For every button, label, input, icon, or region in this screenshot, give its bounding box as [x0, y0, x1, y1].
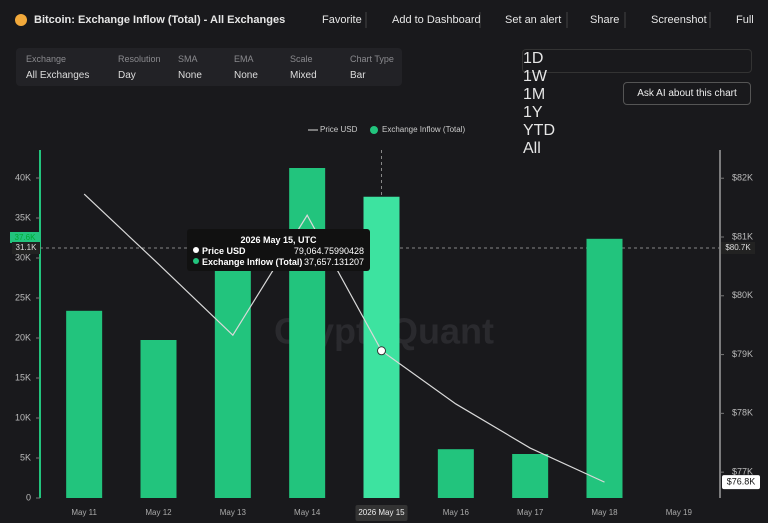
crosshair-y-tag	[12, 242, 40, 254]
crosshair-y2-label: $80.7K	[725, 243, 751, 252]
action[interactable]: Set an alert	[505, 14, 562, 26]
crosshair-y2-tag	[721, 242, 755, 254]
y-tick-label: 5K	[20, 452, 31, 462]
control-value[interactable]: None	[178, 70, 202, 81]
x-tick-label: 2026 May 15	[358, 508, 405, 517]
value-tag	[10, 232, 40, 243]
tooltip-dots	[193, 247, 199, 264]
bar	[214, 262, 251, 498]
controls: Exchange All Exchanges Resolution Day SMA Non…	[16, 48, 402, 86]
control-value[interactable]: All Exchanges	[26, 70, 90, 81]
range-button[interactable]: 1D	[523, 50, 544, 67]
x-tick-label: May 18	[591, 508, 618, 517]
y-tick-label: 10K	[15, 412, 31, 422]
y2-tick-label: $79K	[732, 349, 753, 359]
tooltip-value: 37,657.131207	[303, 257, 364, 267]
range-button[interactable]: YTD	[523, 122, 555, 139]
x-tick-label: May 13	[220, 508, 247, 517]
control-value[interactable]: Bar	[350, 70, 366, 81]
header: Bitcoin: Exchange Inflow (Total) - All E…	[0, 0, 768, 40]
x-tick-label: May 11	[71, 508, 97, 517]
control[interactable]: Chart Type Bar	[350, 54, 394, 81]
tooltip: 2026 May 15, UTC Price USD 79,064.759904…	[187, 229, 370, 271]
control-value[interactable]: Day	[118, 70, 136, 81]
x-tick-label: May 14	[294, 508, 321, 517]
control[interactable]: Scale Mixed	[290, 54, 317, 81]
range-button[interactable]: 1W	[523, 68, 547, 85]
price-line	[83, 193, 605, 483]
y-tick-label: 20K	[15, 332, 31, 342]
header-icons	[15, 12, 711, 28]
y-tick-label: 30K	[15, 252, 31, 262]
bar	[437, 449, 474, 498]
action[interactable]: Screenshot	[651, 14, 707, 26]
ask-ai-button[interactable]: Ask AI about this chart	[623, 82, 751, 105]
y2-tick-label: $82K	[732, 173, 753, 183]
bar	[289, 168, 326, 498]
action[interactable]: Share	[590, 14, 620, 26]
bar	[512, 454, 549, 498]
x-tick-label: May 17	[517, 508, 544, 517]
y-tick-label: 25K	[15, 292, 31, 302]
control[interactable]: SMA None	[178, 54, 202, 81]
x-label-highlight	[355, 505, 408, 521]
tooltip-name: Exchange Inflow (Total)	[202, 257, 303, 267]
x-tick-label: May 16	[443, 508, 470, 517]
range-button[interactable]: 1M	[523, 86, 546, 103]
y-tick-label: 35K	[15, 212, 31, 222]
y-tick-label: 40K	[15, 172, 31, 182]
y-tick-label: 15K	[15, 372, 31, 382]
range-button[interactable]: All	[523, 140, 541, 157]
title: Bitcoin: Exchange Inflow (Total) - All E…	[34, 14, 286, 26]
legend-label: Price USD	[320, 125, 358, 134]
tooltip-name: Price USD	[202, 246, 246, 256]
bar	[66, 310, 103, 498]
crosshair-y-label: 31.1K	[16, 243, 38, 252]
price-point	[377, 346, 386, 356]
value-tag-label: 37.6K	[15, 233, 37, 242]
y2-tick-label: $80K	[732, 290, 753, 300]
y2-tick-label: $78K	[732, 408, 753, 418]
x-tick-label: May 19	[666, 508, 693, 517]
action[interactable]: Full	[736, 14, 754, 26]
y2-tick-label: $77K	[732, 467, 753, 477]
x-tick-label: May 12	[145, 508, 172, 517]
last-price-tag	[722, 475, 760, 490]
range-button[interactable]: 1Y	[523, 104, 543, 121]
y-tick-label: 0	[26, 492, 31, 502]
control-value[interactable]: None	[234, 70, 258, 81]
control[interactable]: EMA None	[234, 54, 258, 81]
action[interactable]: Add to Dashboard	[392, 14, 481, 26]
range-buttons: 1D 1W 1M 1Y YTD All	[522, 49, 752, 157]
tooltip-title: 2026 May 15, UTC	[240, 235, 317, 245]
legend-label: Exchange Inflow (Total)	[382, 125, 465, 134]
control-value[interactable]: Mixed	[290, 70, 317, 81]
control[interactable]: Exchange All Exchanges	[26, 54, 90, 81]
bar	[140, 340, 177, 498]
y2-tick-label: $81K	[732, 231, 753, 241]
action[interactable]: Favorite	[322, 14, 362, 26]
control[interactable]: Resolution Day	[118, 54, 161, 81]
tooltip-value: 79,064.75990428	[293, 246, 364, 256]
last-price-label: $76.8K	[727, 477, 756, 487]
legend-swatch	[370, 126, 378, 134]
bar	[586, 238, 623, 499]
